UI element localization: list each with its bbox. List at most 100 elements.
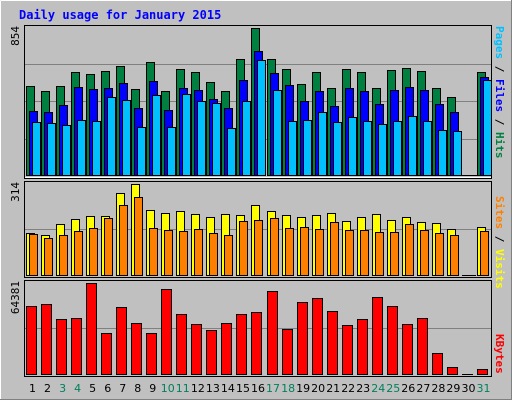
chart-title: Daily usage for January 2015 bbox=[19, 8, 221, 22]
day-label-20: 20 bbox=[311, 382, 325, 395]
kbytes-kbytes-bar-day-18 bbox=[282, 329, 293, 375]
day-label-17: 17 bbox=[266, 382, 280, 395]
kbytes-kbytes-bar-day-16 bbox=[251, 312, 262, 375]
hits-pages-bar-day-6 bbox=[107, 97, 116, 176]
kbytes-kbytes-bar-day-2 bbox=[41, 304, 52, 375]
day-label-14: 14 bbox=[221, 382, 235, 395]
day-label-24: 24 bbox=[371, 382, 385, 395]
hits-pages-bar-day-26 bbox=[408, 116, 417, 176]
hits-pages-bar-day-23 bbox=[363, 121, 372, 176]
kbytes-kbytes-bar-day-14 bbox=[221, 323, 232, 375]
kbytes-kbytes-bar-day-30 bbox=[462, 374, 473, 375]
hits-pages-bar-day-18 bbox=[288, 121, 297, 176]
hits-pages-bar-day-8 bbox=[137, 127, 146, 176]
day-label-1: 1 bbox=[29, 382, 36, 395]
day-label-13: 13 bbox=[206, 382, 220, 395]
kbytes-kbytes-bar-day-23 bbox=[357, 319, 368, 375]
day-label-18: 18 bbox=[281, 382, 295, 395]
visits-sites-bar-day-17 bbox=[270, 218, 279, 276]
kbytes-legend: KBytes bbox=[493, 334, 506, 374]
visits-legend-part-0: Sites bbox=[493, 196, 506, 229]
visits-sites-bar-day-2 bbox=[44, 238, 53, 276]
bars bbox=[26, 28, 492, 375]
hits-pages-bar-day-24 bbox=[378, 124, 387, 176]
hits-pages-bar-day-4 bbox=[77, 120, 86, 176]
kbytes-kbytes-bar-day-10 bbox=[161, 289, 172, 375]
visits-sites-bar-day-26 bbox=[405, 224, 414, 276]
hits-pages-bar-day-7 bbox=[122, 100, 131, 176]
hits-legend: Pages / Files / Hits bbox=[493, 26, 506, 159]
visits-sites-bar-day-31 bbox=[480, 231, 489, 276]
day-label-7: 7 bbox=[119, 382, 126, 395]
visits-sites-bar-day-24 bbox=[375, 232, 384, 276]
hits-pages-bar-day-15 bbox=[242, 101, 251, 176]
visits-sites-bar-day-28 bbox=[435, 233, 444, 276]
day-label-26: 26 bbox=[401, 382, 415, 395]
kbytes-kbytes-bar-day-11 bbox=[176, 314, 187, 375]
day-label-6: 6 bbox=[104, 382, 111, 395]
hits-pages-bar-day-1 bbox=[32, 122, 41, 176]
kbytes-kbytes-bar-day-19 bbox=[297, 302, 308, 375]
hits-pages-bar-day-31 bbox=[483, 80, 492, 176]
day-label-11: 11 bbox=[176, 382, 190, 395]
hits-pages-bar-day-22 bbox=[348, 117, 357, 176]
visits-legend-part-1: / bbox=[493, 229, 506, 249]
kbytes-kbytes-bar-day-28 bbox=[432, 353, 443, 375]
kbytes-kbytes-bar-day-3 bbox=[56, 319, 67, 375]
day-label-28: 28 bbox=[431, 382, 445, 395]
visits-sites-bar-day-8 bbox=[134, 197, 143, 276]
kbytes-kbytes-bar-day-7 bbox=[116, 307, 127, 375]
day-label-21: 21 bbox=[326, 382, 340, 395]
visits-sites-bar-day-9 bbox=[149, 228, 158, 276]
hits-pages-bar-day-17 bbox=[273, 90, 282, 176]
visits-sites-bar-day-20 bbox=[315, 229, 324, 276]
hits-pages-bar-day-14 bbox=[227, 128, 236, 176]
hits-pages-bar-day-20 bbox=[318, 112, 327, 176]
hits-pages-bar-day-30 bbox=[468, 175, 479, 176]
visits-sites-bar-day-6 bbox=[104, 218, 113, 276]
day-label-5: 5 bbox=[89, 382, 96, 395]
kbytes-kbytes-bar-day-9 bbox=[146, 333, 157, 375]
hits-pages-bar-day-28 bbox=[438, 130, 447, 176]
kbytes-kbytes-bar-day-17 bbox=[267, 291, 278, 375]
hits-pages-bar-day-29 bbox=[453, 131, 462, 176]
day-label-2: 2 bbox=[44, 382, 51, 395]
hits-pages-bar-day-2 bbox=[47, 123, 56, 176]
visits-sites-bar-day-30 bbox=[465, 275, 476, 276]
kbytes-kbytes-bar-day-26 bbox=[402, 324, 413, 375]
hits-pages-bar-day-16 bbox=[257, 60, 266, 176]
day-label-25: 25 bbox=[386, 382, 400, 395]
hits-legend-part-2: Files bbox=[493, 79, 506, 112]
day-label-9: 9 bbox=[149, 382, 156, 395]
hits-pages-bar-day-3 bbox=[62, 125, 71, 176]
hits-legend-part-1: / bbox=[493, 59, 506, 79]
day-label-31: 31 bbox=[477, 382, 491, 395]
day-label-19: 19 bbox=[296, 382, 310, 395]
kbytes-kbytes-bar-day-13 bbox=[206, 330, 217, 375]
visits-sites-bar-day-27 bbox=[420, 230, 429, 276]
kbytes-kbytes-bar-day-21 bbox=[327, 311, 338, 375]
day-label-27: 27 bbox=[416, 382, 430, 395]
visits-sites-bar-day-13 bbox=[209, 233, 218, 276]
visits-sites-bar-day-21 bbox=[330, 222, 339, 276]
hits-pages-bar-day-10 bbox=[167, 127, 176, 176]
kbytes-legend-part-0: KBytes bbox=[493, 334, 506, 374]
visits-sites-bar-day-10 bbox=[164, 230, 173, 276]
hits-pages-bar-day-12 bbox=[197, 101, 206, 176]
visits-sites-bar-day-25 bbox=[390, 232, 399, 276]
day-labels: 1 2 3 4 5 6 7 8 9 10 11 12 13 14 15 16 17 18 19 20 21 22 23 24 2… bbox=[29, 382, 491, 395]
hits-legend-part-0: Pages bbox=[493, 26, 506, 59]
visits-max-label: 314 bbox=[9, 182, 22, 202]
visits-sites-bar-day-11 bbox=[179, 231, 188, 276]
hits-legend-part-4: Hits bbox=[493, 132, 506, 159]
visits-sites-bar-day-7 bbox=[119, 205, 128, 276]
kbytes-kbytes-bar-day-31 bbox=[477, 369, 488, 375]
visits-sites-bar-day-1 bbox=[29, 234, 38, 276]
kbytes-kbytes-bar-day-25 bbox=[387, 306, 398, 375]
hits-pages-bar-day-27 bbox=[423, 121, 432, 176]
day-label-30: 30 bbox=[462, 382, 476, 395]
day-label-8: 8 bbox=[134, 382, 141, 395]
visits-sites-bar-day-4 bbox=[74, 231, 83, 276]
